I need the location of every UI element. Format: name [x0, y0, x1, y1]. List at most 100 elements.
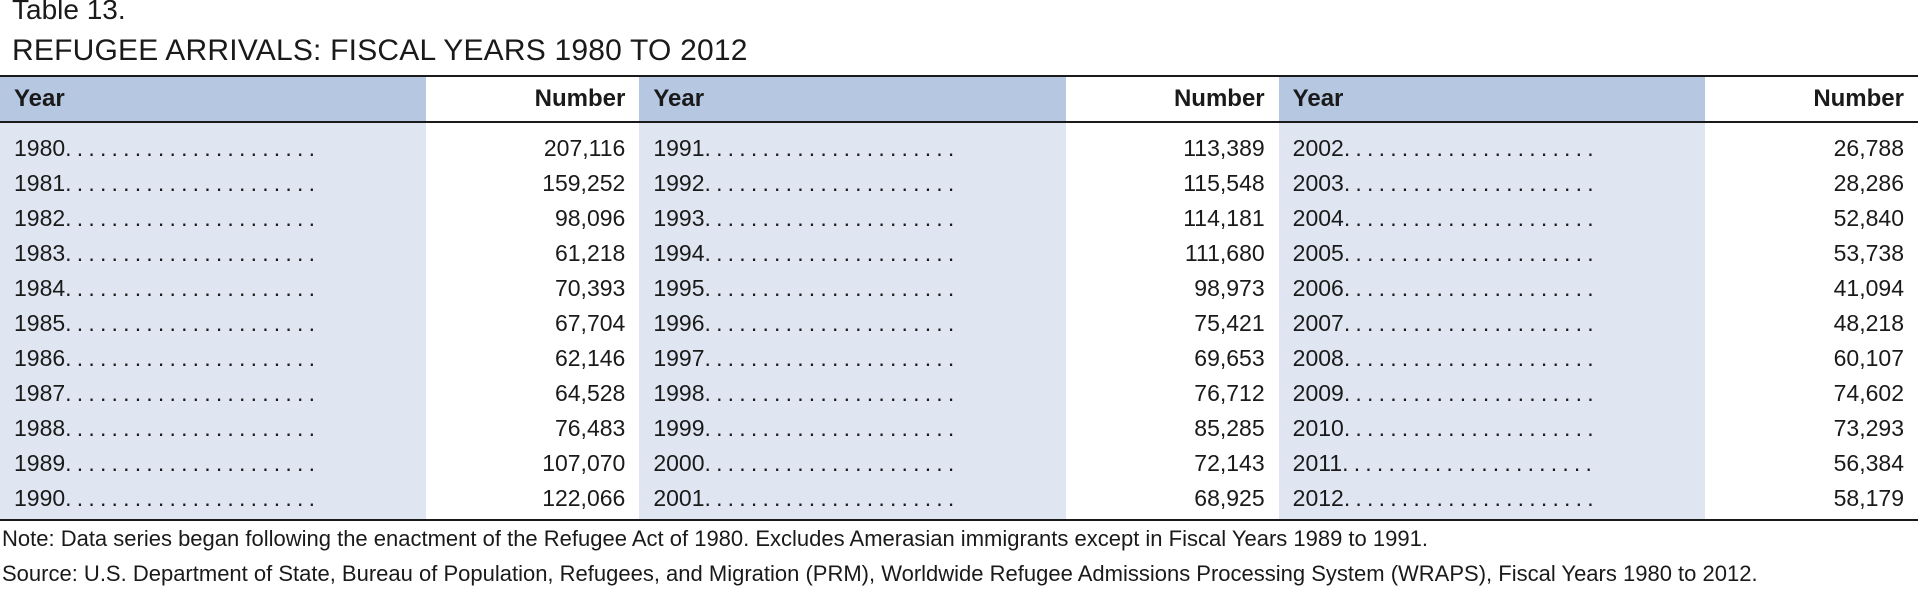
number-cell: 159,252: [426, 166, 640, 201]
year-cell: 2002......................: [1278, 122, 1705, 166]
table-number: Table 13.: [12, 0, 126, 25]
number-cell: 122,066: [426, 481, 640, 519]
year-cell: 1982......................: [0, 201, 427, 236]
table-row: 1986...................... 62,146 1997....…: [0, 341, 1918, 376]
leader-dots: ......................: [65, 380, 321, 406]
leader-dots: ......................: [65, 345, 321, 371]
number-cell: 60,107: [1704, 341, 1918, 376]
number-cell: 28,286: [1704, 166, 1918, 201]
table-title: REFUGEE ARRIVALS: FISCAL YEARS 1980 TO 2…: [12, 34, 748, 67]
year-cell: 2006......................: [1278, 271, 1705, 306]
leader-dots: ......................: [65, 310, 321, 336]
number-cell: 58,179: [1704, 481, 1918, 519]
number-cell: 75,421: [1065, 306, 1279, 341]
year-value: 1995: [653, 275, 705, 301]
year-value: 2004: [1292, 205, 1344, 231]
number-cell: 74,602: [1704, 376, 1918, 411]
number-cell: 113,389: [1065, 122, 1279, 166]
number-cell: 56,384: [1704, 446, 1918, 481]
column-header-number: Number: [1704, 77, 1918, 123]
year-cell: 2011......................: [1278, 446, 1705, 481]
table-header-row: Year Number Year Number Year Number: [0, 77, 1918, 123]
year-value: 2011: [1292, 450, 1343, 476]
year-cell: 2008......................: [1278, 341, 1705, 376]
leader-dots: ......................: [65, 485, 321, 511]
year-cell: 1988......................: [0, 411, 427, 446]
table-source: Source: U.S. Department of State, Bureau…: [2, 561, 1758, 586]
year-cell: 2001......................: [639, 481, 1066, 519]
year-cell: 1996......................: [639, 306, 1066, 341]
leader-dots: ......................: [65, 240, 321, 266]
leader-dots: ......................: [1343, 170, 1599, 196]
leader-dots: ......................: [1343, 415, 1599, 441]
year-cell: 1985......................: [0, 306, 427, 341]
year-cell: 2007......................: [1278, 306, 1705, 341]
leader-dots: ......................: [704, 275, 960, 301]
year-cell: 2003......................: [1278, 166, 1705, 201]
year-value: 1990: [14, 485, 66, 511]
year-value: 1989: [14, 450, 66, 476]
year-value: 1997: [653, 345, 705, 371]
year-cell: 1994......................: [639, 236, 1066, 271]
table-row: 1983...................... 61,218 1994....…: [0, 236, 1918, 271]
year-value: 2000: [653, 450, 705, 476]
leader-dots: ......................: [1342, 450, 1598, 476]
leader-dots: ......................: [704, 310, 960, 336]
year-cell: 2004......................: [1278, 201, 1705, 236]
number-cell: 107,070: [426, 446, 640, 481]
table-row: 1984...................... 70,393 1995....…: [0, 271, 1918, 306]
year-value: 1981: [14, 170, 66, 196]
table-row: 1989...................... 107,070 2000...…: [0, 446, 1918, 481]
leader-dots: ......................: [65, 135, 321, 161]
year-cell: 1980......................: [0, 122, 427, 166]
year-value: 1985: [14, 310, 66, 336]
year-cell: 2012......................: [1278, 481, 1705, 519]
number-cell: 53,738: [1704, 236, 1918, 271]
number-cell: 68,925: [1065, 481, 1279, 519]
number-cell: 76,712: [1065, 376, 1279, 411]
year-cell: 1984......................: [0, 271, 427, 306]
year-cell: 1999......................: [639, 411, 1066, 446]
year-cell: 1987......................: [0, 376, 427, 411]
year-cell: 1990......................: [0, 481, 427, 519]
leader-dots: ......................: [1343, 380, 1599, 406]
number-cell: 70,393: [426, 271, 640, 306]
year-cell: 1992......................: [639, 166, 1066, 201]
number-cell: 114,181: [1065, 201, 1279, 236]
year-value: 2006: [1292, 275, 1344, 301]
number-cell: 207,116: [426, 122, 640, 166]
leader-dots: ......................: [1343, 240, 1599, 266]
number-cell: 41,094: [1704, 271, 1918, 306]
number-cell: 98,096: [426, 201, 640, 236]
leader-dots: ......................: [65, 415, 321, 441]
year-value: 1993: [653, 205, 705, 231]
number-cell: 85,285: [1065, 411, 1279, 446]
leader-dots: ......................: [1343, 345, 1599, 371]
number-cell: 76,483: [426, 411, 640, 446]
year-value: 1982: [14, 205, 66, 231]
table-row: 1990...................... 122,066 2001...…: [0, 481, 1918, 519]
year-cell: 1983......................: [0, 236, 427, 271]
year-value: 1996: [653, 310, 705, 336]
column-header-number: Number: [426, 77, 640, 123]
number-cell: 72,143: [1065, 446, 1279, 481]
year-value: 2003: [1292, 170, 1344, 196]
leader-dots: ......................: [704, 135, 960, 161]
year-cell: 1998......................: [639, 376, 1066, 411]
table-row: 1987...................... 64,528 1998....…: [0, 376, 1918, 411]
table-row: 1988...................... 76,483 1999....…: [0, 411, 1918, 446]
table-note: Note: Data series began following the en…: [2, 526, 1428, 551]
year-cell: 1991......................: [639, 122, 1066, 166]
year-value: 1983: [14, 240, 66, 266]
year-cell: 1981......................: [0, 166, 427, 201]
column-header-year: Year: [0, 77, 427, 123]
leader-dots: ......................: [704, 415, 960, 441]
number-cell: 61,218: [426, 236, 640, 271]
year-cell: 1993......................: [639, 201, 1066, 236]
leader-dots: ......................: [1343, 275, 1599, 301]
leader-dots: ......................: [704, 240, 960, 266]
refugee-arrivals-table-container: Year Number Year Number Year Number 1980…: [0, 75, 1918, 521]
refugee-arrivals-table: Year Number Year Number Year Number 1980…: [0, 77, 1918, 519]
number-cell: 69,653: [1065, 341, 1279, 376]
year-value: 2012: [1292, 485, 1344, 511]
